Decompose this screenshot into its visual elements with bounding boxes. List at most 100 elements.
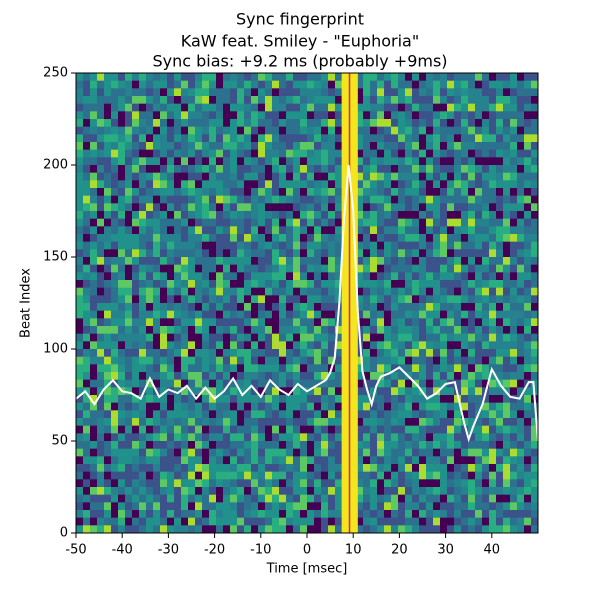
heatmap-cell (272, 111, 280, 120)
heatmap-cell (314, 257, 322, 266)
heatmap-cell (496, 387, 504, 396)
heatmap-cell (104, 165, 112, 174)
heatmap-cell (272, 195, 280, 204)
heatmap-cell (160, 303, 168, 312)
heatmap-cell (328, 372, 336, 381)
heatmap-cell (447, 287, 455, 296)
heatmap-cell (321, 341, 329, 350)
heatmap-cell (398, 188, 406, 197)
heatmap-cell (111, 96, 119, 105)
heatmap-cell (125, 88, 133, 97)
heatmap-cell (391, 203, 399, 212)
heatmap-cell (97, 448, 105, 457)
heatmap-cell (370, 525, 378, 534)
heatmap-cell (139, 111, 147, 120)
heatmap-cell (104, 96, 112, 105)
heatmap-cell (468, 103, 476, 112)
heatmap-cell (209, 241, 217, 250)
heatmap-cell (335, 257, 343, 266)
heatmap-cell (454, 425, 462, 434)
heatmap-cell (314, 287, 322, 296)
heatmap-cell (251, 126, 259, 135)
heatmap-cell (447, 464, 455, 473)
heatmap-cell (244, 103, 252, 112)
heatmap-cell (230, 494, 238, 503)
heatmap-cell (293, 333, 301, 342)
heatmap-cell (482, 318, 490, 327)
heatmap-cell (216, 188, 224, 197)
heatmap-cell (153, 333, 161, 342)
y-tick-label: 250 (43, 66, 68, 81)
heatmap-cell (363, 364, 371, 373)
heatmap-cell (419, 464, 427, 473)
heatmap-cell (223, 456, 231, 465)
heatmap-cell (244, 318, 252, 327)
heatmap-cell (524, 326, 532, 335)
heatmap-cell (510, 464, 518, 473)
heatmap-cell (146, 479, 154, 488)
heatmap-cell (167, 341, 175, 350)
heatmap-cell (125, 418, 133, 427)
heatmap-cell (125, 257, 133, 266)
heatmap-cell (146, 464, 154, 473)
heatmap-cell (160, 280, 168, 289)
heatmap-cell (524, 195, 532, 204)
heatmap-cell (258, 96, 266, 105)
heatmap-cell (202, 73, 210, 82)
heatmap-cell (146, 341, 154, 350)
heatmap-cell (503, 310, 511, 319)
heatmap-cell (132, 80, 140, 89)
heatmap-cell (258, 264, 266, 273)
heatmap-cell (132, 479, 140, 488)
heatmap-cell (377, 471, 385, 480)
heatmap-cell (132, 318, 140, 327)
heatmap-cell (447, 318, 455, 327)
heatmap-cell (461, 103, 469, 112)
heatmap-cell (244, 479, 252, 488)
heatmap-cell (447, 510, 455, 519)
heatmap-cell (412, 249, 420, 258)
heatmap-cell (216, 96, 224, 105)
heatmap-cell (174, 402, 182, 411)
heatmap-cell (132, 203, 140, 212)
heatmap-cell (384, 517, 392, 526)
heatmap-cell (279, 195, 287, 204)
heatmap-cell (251, 525, 259, 534)
heatmap-cell (286, 310, 294, 319)
heatmap-cell (433, 218, 441, 227)
heatmap-cell (118, 441, 126, 450)
heatmap-cell (202, 249, 210, 258)
heatmap-cell (314, 448, 322, 457)
heatmap-cell (440, 188, 448, 197)
heatmap-cell (265, 349, 273, 358)
heatmap-cell (391, 264, 399, 273)
heatmap-cell (412, 126, 420, 135)
heatmap-cell (202, 502, 210, 511)
heatmap-cell (132, 211, 140, 220)
heatmap-cell (468, 510, 476, 519)
heatmap-cell (391, 494, 399, 503)
heatmap-cell (104, 387, 112, 396)
heatmap-cell (265, 295, 273, 304)
heatmap-cell (251, 249, 259, 258)
heatmap-cell (531, 418, 539, 427)
heatmap-cell (188, 471, 196, 480)
heatmap-cell (216, 341, 224, 350)
heatmap-cell (398, 149, 406, 158)
heatmap-cell (111, 510, 119, 519)
heatmap-cell (132, 218, 140, 227)
heatmap-cell (307, 456, 315, 465)
heatmap-cell (111, 180, 119, 189)
heatmap-cell (461, 73, 469, 82)
heatmap-cell (503, 111, 511, 120)
heatmap-cell (83, 149, 91, 158)
heatmap-cell (202, 111, 210, 120)
heatmap-cell (146, 264, 154, 273)
heatmap-cell (265, 172, 273, 181)
heatmap-cell (202, 487, 210, 496)
heatmap-cell (370, 341, 378, 350)
heatmap-cell (377, 73, 385, 82)
heatmap-cell (363, 479, 371, 488)
heatmap-cell (76, 80, 84, 89)
heatmap-cell (461, 387, 469, 396)
